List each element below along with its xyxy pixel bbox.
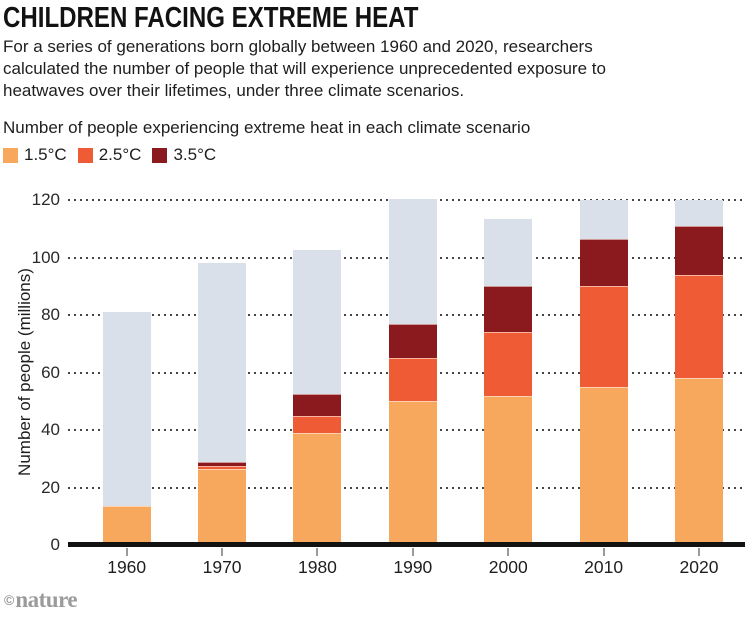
bar-1960 [102,312,151,545]
legend-label: 3.5°C [173,145,217,164]
segment-3-5C-2000 [484,286,533,333]
segment-3-5C-1970 [198,461,247,466]
x-tick-2020 [697,548,700,556]
legend-item: 2.5°C [77,145,142,165]
x-tick-label-2020: 2020 [679,557,719,577]
segment-2-5C-1990 [388,358,437,402]
segment-cohort-remainder-1960 [102,312,151,507]
nature-credit: © nature [4,587,78,613]
segment-2-5C-2010 [579,286,628,387]
bar-1970 [198,263,247,545]
legend-swatch-icon [77,147,93,163]
legend-swatch-icon [3,147,18,163]
segment-1-5C-2000 [484,395,533,545]
segment-1-5C-1990 [388,401,437,545]
x-tick-label-1970: 1970 [202,557,242,577]
legend: 1.5°C 2.5°C 3.5°C [3,145,216,165]
legend-item: 1.5°C [3,145,67,165]
segment-3-5C-2020 [674,225,723,275]
bar-1980 [293,250,342,545]
bar-2010 [579,200,628,545]
segment-3-5C-1980 [293,394,342,416]
x-tick-label-1980: 1980 [297,557,337,577]
segment-3-5C-2010 [579,238,628,287]
nature-logo: nature [15,587,78,612]
copyright-icon: © [4,592,15,608]
segment-cohort-remainder-1970 [198,263,247,462]
x-tick-label-2000: 2000 [488,557,528,577]
segment-2-5C-2000 [484,332,533,396]
legend-label: 1.5°C [24,145,67,164]
bar-2000 [484,218,533,545]
x-tick-1970 [221,548,224,556]
y-tick-label-20: 20 [41,477,60,497]
segment-cohort-remainder-1980 [293,250,342,395]
subtitle: For a series of generations born globall… [3,37,606,100]
segment-3-5C-1990 [388,323,437,359]
y-tick-label-100: 100 [31,247,60,267]
plot-area [68,198,745,547]
legend-item: 3.5°C [152,145,216,165]
x-tick-label-2010: 2010 [584,557,624,577]
x-tick-2000 [507,548,510,556]
y-tick-label-40: 40 [41,420,60,439]
x-tick-label-1960: 1960 [107,557,147,577]
segment-cohort-remainder-2000 [484,218,533,287]
segment-1-5C-2010 [579,386,628,545]
segment-2-5C-1970 [198,465,247,469]
legend-swatch-icon [152,147,168,163]
x-tick-1990 [411,548,414,556]
y-tick-label-80: 80 [41,305,60,324]
chart-heading: Number of people experiencing extreme he… [3,118,531,137]
segment-1-5C-1970 [198,468,247,545]
legend-label: 2.5°C [98,145,142,164]
y-tick-label-0: 0 [50,535,60,554]
bar-2020 [674,200,723,545]
x-tick-2010 [602,548,605,556]
segment-1-5C-1960 [102,506,151,545]
bar-1990 [388,198,437,545]
y-tick-label-60: 60 [41,362,60,382]
segment-cohort-remainder-2010 [579,200,628,239]
x-tick-1980 [316,548,319,556]
segment-cohort-remainder-1990 [388,198,437,324]
segment-2-5C-1980 [293,415,342,433]
segment-1-5C-1980 [293,432,342,545]
segment-1-5C-2020 [674,378,723,545]
segment-cohort-remainder-2020 [674,200,723,226]
x-tick-1960 [125,548,128,556]
x-tick-label-1990: 1990 [393,557,433,577]
y-tick-label-120: 120 [31,190,60,209]
page-title: CHILDREN FACING EXTREME HEAT [3,2,419,34]
x-axis-line [68,542,745,547]
segment-2-5C-2020 [674,274,723,379]
